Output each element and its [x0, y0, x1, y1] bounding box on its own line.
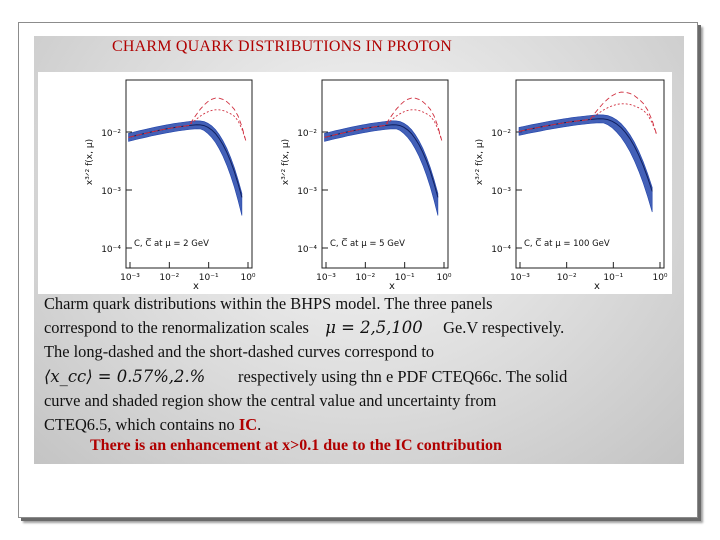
- panel-3-ytick-label-1: 10⁻²: [491, 129, 511, 139]
- panel-2-ytick-label-2: 10⁻³: [297, 187, 317, 197]
- caption-line-1: Charm quark distributions within the BHP…: [44, 292, 664, 316]
- panel-1-ytick-label-1: 10⁻²: [101, 129, 121, 139]
- caption-text-2: correspond to the renormalization scales: [44, 318, 309, 338]
- ic-highlight: IC: [238, 414, 258, 434]
- panel-3-ylabel: x³ᐟ² f(x, μ): [475, 139, 485, 185]
- panel-1-xtick-label-4: 10⁰: [240, 273, 255, 283]
- panel-3-uncertainty-band: [518, 114, 653, 213]
- caption-text-4: The long-dashed and the short-dashed cur…: [44, 342, 435, 362]
- panel-3-ytick-label-3: 10⁻⁴: [491, 245, 511, 255]
- figure-svg: 10⁻² 10⁻³ 10⁻⁴ x³ᐟ² f(x, μ) 10⁻³ 10⁻² 10⁻¹ 10⁰ x…: [85, 79, 668, 292]
- panel-2-xtick-label-2: 10⁻²: [355, 273, 375, 283]
- mu-formula: μ = 2,5,100: [325, 318, 423, 338]
- panel-3-xlabel: x: [594, 281, 600, 292]
- panel-3-legend: C, C̅ at μ = 100 GeV: [524, 237, 610, 249]
- caption-line-5: curve and shaded region show the central…: [44, 389, 664, 413]
- panel-2-xtick-label-4: 10⁰: [436, 273, 451, 283]
- figure-caption: Charm quark distributions within the BHP…: [44, 292, 664, 437]
- panel-1-ytick-label-3: 10⁻⁴: [101, 245, 121, 255]
- caption-line-4: ⟨x_cc⟩ = 0.57%,2.% respectively using th…: [44, 365, 664, 389]
- panel-3-xtick-label-2: 10⁻²: [557, 273, 577, 283]
- caption-text-7: CTEQ6.5, which contains no: [44, 414, 235, 434]
- caption-line-6: CTEQ6.5, which contains no IC.: [44, 413, 664, 437]
- slide-title: CHARM QUARK DISTRIBUTIONS IN PROTON: [112, 38, 453, 55]
- panel-1-ytick-label-2: 10⁻³: [101, 187, 121, 197]
- panel-1-legend: C, C̅ at μ = 2 GeV: [134, 237, 209, 249]
- panel-2-ylabel: x³ᐟ² f(x, μ): [281, 139, 291, 185]
- panel-3-xtick-label-4: 10⁰: [652, 273, 667, 283]
- panel-2-dashed-curve-2: [324, 109, 443, 141]
- conclusion-statement: There is an enhancement at x>0.1 due to …: [90, 437, 502, 454]
- panel-1-dashed-curve-2: [128, 109, 247, 141]
- caption-text-3: Ge.V respectively.: [443, 318, 565, 338]
- panel-3-ytick-label-2: 10⁻³: [491, 187, 511, 197]
- caption-text-9: .: [257, 414, 262, 434]
- panel-2-ytick-label-3: 10⁻⁴: [297, 245, 317, 255]
- caption-text-6: curve and shaded region show the central…: [44, 390, 497, 410]
- panel-2-legend: C, C̅ at μ = 5 GeV: [330, 237, 405, 249]
- panel-frame-1: [125, 79, 253, 269]
- panel-1-uncertainty-band: [128, 120, 243, 216]
- panel-frame-3: [515, 79, 665, 269]
- panel-3-xtick-label-3: 10⁻¹: [603, 273, 623, 283]
- panel-2-uncertainty-band: [324, 120, 439, 216]
- caption-text-5: respectively using thn e PDF CTEQ66c. Th…: [238, 366, 568, 386]
- panel-1-xtick-label-3: 10⁻¹: [199, 273, 219, 283]
- panel-2-xlabel: x: [389, 281, 395, 292]
- panel-1-xlabel: x: [193, 281, 199, 292]
- charm-distribution-figure: 10⁻² 10⁻³ 10⁻⁴ x³ᐟ² f(x, μ) 10⁻³ 10⁻² 10⁻¹ 10⁰ x…: [38, 72, 672, 294]
- panel-2-ytick-label-1: 10⁻²: [297, 129, 317, 139]
- caption-line-3: The long-dashed and the short-dashed cur…: [44, 340, 664, 364]
- panel-1-xtick-label-2: 10⁻²: [159, 273, 179, 283]
- caption-line-2: correspond to the renormalization scales…: [44, 316, 664, 340]
- panel-3-xtick-label-1: 10⁻³: [510, 273, 530, 283]
- panel-1-xtick-label-1: 10⁻³: [120, 273, 140, 283]
- panel-2-xtick-label-3: 10⁻¹: [395, 273, 415, 283]
- xcc-formula: ⟨x_cc⟩ = 0.57%,2.%: [44, 366, 206, 386]
- panel-1-ylabel: x³ᐟ² f(x, μ): [85, 139, 95, 185]
- caption-text-1: Charm quark distributions within the BHP…: [44, 294, 493, 313]
- panel-2-xtick-label-1: 10⁻³: [316, 273, 336, 283]
- panel-frame-2: [321, 79, 449, 269]
- panel-3-dashed-curve-2: [518, 103, 658, 135]
